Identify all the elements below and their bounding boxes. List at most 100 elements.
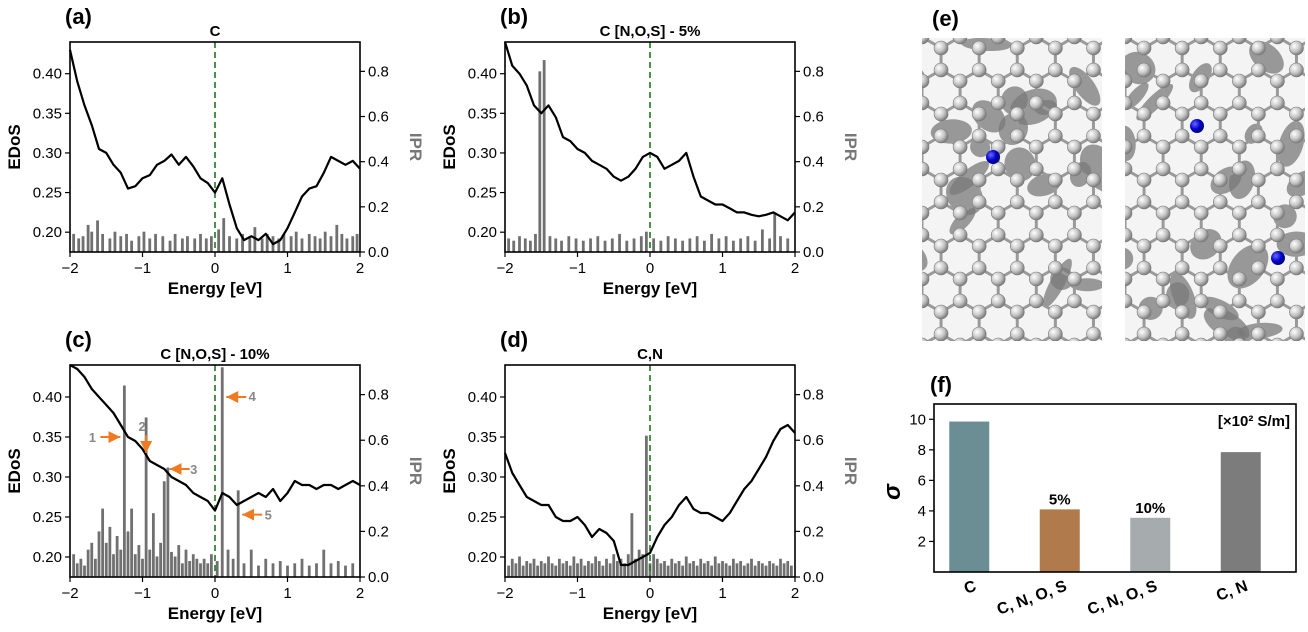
ipr-bar <box>523 238 527 252</box>
ipr-bar <box>760 563 764 577</box>
bond <box>1087 565 1106 576</box>
carbon-atom <box>1099 0 1113 11</box>
bond <box>1132 4 1151 15</box>
ipr-bar <box>81 236 85 252</box>
bond <box>1093 565 1112 576</box>
carbon-atom <box>1175 503 1189 517</box>
carbon-atom <box>1030 337 1043 341</box>
ipr-bar <box>547 556 550 577</box>
bond <box>1258 400 1277 411</box>
carbon-atom <box>1182 470 1196 484</box>
carbon-atom <box>1048 393 1062 407</box>
panel-label-c: (c) <box>65 327 92 352</box>
density-blob <box>949 161 990 195</box>
carbon-atom <box>1212 172 1228 188</box>
carbon-atom <box>1009 260 1025 276</box>
ipr-bar <box>731 558 735 577</box>
ipr-bar <box>538 71 542 253</box>
bar-category-label: C <box>962 578 979 598</box>
carbon-atom <box>1137 437 1151 451</box>
ipr-bar <box>264 558 268 577</box>
ipr-bar <box>79 558 83 577</box>
bond <box>1239 367 1258 378</box>
ipr-bar <box>249 549 253 577</box>
bond <box>960 367 979 378</box>
bond <box>1113 565 1132 576</box>
ipr-bar <box>300 238 304 252</box>
bond <box>1125 103 1126 105</box>
ipr-bar <box>293 563 297 577</box>
carbon-atom <box>896 503 910 517</box>
y-right-tick-label: 0.6 <box>803 432 824 449</box>
x-tick-label: 1 <box>283 585 291 602</box>
bond <box>1036 466 1055 477</box>
carbon-atom <box>1212 260 1228 276</box>
bond <box>1239 4 1258 15</box>
carbon-atom <box>991 470 1005 484</box>
carbon-atom <box>1232 8 1246 22</box>
ipr-bar <box>728 565 732 577</box>
carbon-atom <box>1163 371 1177 385</box>
y-tick-label: 0.35 <box>33 105 62 122</box>
dopant-atom <box>1271 251 1285 265</box>
carbon-atom <box>1009 304 1025 320</box>
ipr-bar <box>601 565 605 577</box>
carbon-atom <box>1251 172 1266 188</box>
conductivity-bar <box>1220 452 1261 572</box>
bond <box>1132 400 1151 411</box>
ipr-bar <box>108 526 112 577</box>
carbon-atom <box>1195 337 1208 341</box>
y-tick-label: 0.30 <box>468 145 497 162</box>
bond <box>1170 466 1189 477</box>
carbon-atom <box>1048 371 1062 385</box>
bond <box>922 145 923 147</box>
ipr-bar <box>113 231 117 252</box>
ipr-bar <box>659 563 663 577</box>
ipr-bar <box>188 561 192 577</box>
carbon-atom <box>1212 128 1228 144</box>
carbon-atom <box>877 558 891 572</box>
carbon-atom <box>1194 558 1208 572</box>
carbon-atom <box>1213 437 1227 451</box>
carbon-atom <box>1048 128 1063 144</box>
y-right-tick-label: 0.6 <box>368 109 389 126</box>
carbon-atom <box>933 172 949 188</box>
carbon-atom <box>1118 470 1132 484</box>
ipr-bar <box>618 233 621 252</box>
carbon-atom <box>1155 139 1171 155</box>
ipr-bar <box>193 238 197 252</box>
ipr-bar <box>550 563 554 577</box>
carbon-atom <box>1194 536 1208 550</box>
x-tick-label: −2 <box>496 260 513 277</box>
y-right-tick-label: 0.0 <box>803 244 824 261</box>
carbon-atom <box>1010 525 1024 539</box>
bond <box>1017 4 1036 15</box>
bond <box>1296 466 1308 477</box>
bond <box>1296 4 1308 15</box>
bond <box>1258 598 1277 609</box>
carbon-atom <box>1086 393 1100 407</box>
bond <box>1055 4 1074 15</box>
ipr-bar <box>323 231 327 252</box>
carbon-atom <box>952 227 968 243</box>
bond <box>1055 367 1074 378</box>
carbon-atom <box>1067 470 1081 484</box>
carbon-atom <box>1194 470 1208 484</box>
carbon-atom <box>896 173 910 187</box>
ipr-bar <box>735 563 739 577</box>
carbon-atom <box>1086 40 1101 56</box>
ipr-bar <box>568 565 572 577</box>
y-tick-label: 0.30 <box>33 469 62 486</box>
ipr-bar <box>574 238 578 252</box>
carbon-atom <box>991 426 1005 440</box>
bond <box>1163 433 1182 444</box>
carbon-atom <box>933 62 949 78</box>
carbon-atom <box>1080 360 1094 374</box>
ipr-bar <box>681 565 685 577</box>
ipr-bar <box>739 561 743 577</box>
ipr-bar <box>108 238 112 252</box>
carbon-atom <box>1213 0 1227 11</box>
carbon-atom <box>1048 40 1063 56</box>
carbon-atom <box>1125 73 1133 89</box>
carbon-atom <box>1251 194 1266 210</box>
